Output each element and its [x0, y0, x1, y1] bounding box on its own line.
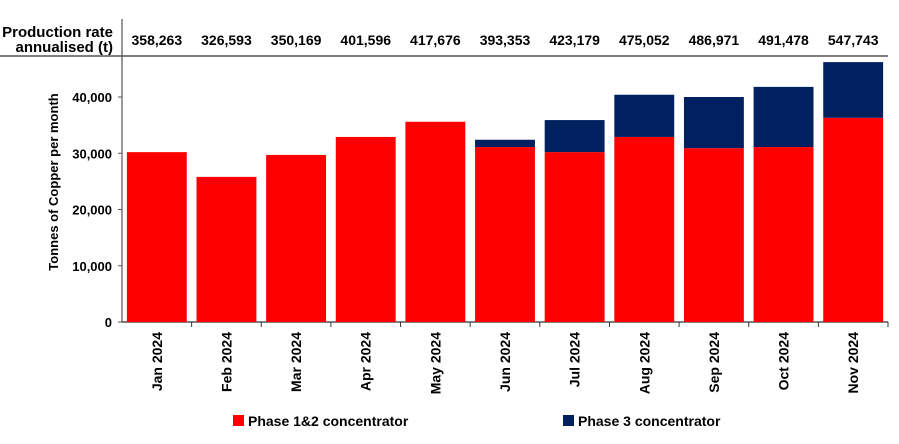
bar-phase12	[544, 152, 605, 322]
x-tick-label: Apr 2024	[358, 332, 374, 391]
bar-phase12	[753, 147, 814, 322]
y-tick-label: 0	[105, 315, 112, 330]
bar-phase12	[475, 147, 535, 322]
x-tick-label: Mar 2024	[288, 332, 304, 392]
x-tick-label: Oct 2024	[776, 332, 792, 391]
header-rate-value: 547,743	[828, 32, 879, 48]
x-tick-label: Aug 2024	[636, 332, 652, 394]
bar-phase3	[753, 86, 814, 148]
bar-phase12	[335, 136, 396, 322]
y-tick-label: 20,000	[72, 203, 112, 218]
x-tick-label: Feb 2024	[218, 332, 234, 392]
header-rate-value: 326,593	[201, 32, 252, 48]
legend: Phase 1&2 concentrator Phase 3 concentra…	[233, 413, 721, 429]
y-axis-title: Tonnes of Copper per month	[46, 93, 61, 270]
header-rate-value: 423,179	[549, 32, 600, 48]
x-tick-label: May 2024	[427, 332, 443, 394]
header-label-line1: Production rate	[2, 24, 113, 41]
bar-phase3	[475, 139, 535, 148]
legend-swatch-phase12	[233, 415, 244, 426]
bar-phase12	[614, 136, 675, 322]
bar-phase3	[823, 62, 884, 118]
header-rate-value: 475,052	[619, 32, 670, 48]
bar-phase3	[544, 120, 605, 153]
y-tick-label: 10,000	[72, 259, 112, 274]
bar-phase12	[405, 121, 466, 322]
bar-phase12	[126, 152, 187, 322]
header-rate-value: 358,263	[132, 32, 183, 48]
bar-phase12	[266, 154, 327, 322]
y-tick-label: 30,000	[72, 146, 112, 161]
y-tick-label: 40,000	[72, 90, 112, 105]
header-rate-value: 486,971	[689, 32, 740, 48]
bar-phase3	[614, 94, 675, 137]
header-rate-value: 350,169	[271, 32, 322, 48]
x-tick-label: Jan 2024	[149, 332, 165, 391]
bar-phase12	[683, 148, 744, 322]
header-rate-value: 393,353	[480, 32, 531, 48]
bar-phase3	[683, 97, 744, 149]
x-tick-label: Sep 2024	[706, 332, 722, 393]
legend-label-phase12: Phase 1&2 concentrator	[248, 413, 409, 429]
legend-label-phase3: Phase 3 concentrator	[578, 413, 721, 429]
header-label-line2: annualised (t)	[15, 39, 113, 56]
x-tick-label: Jul 2024	[567, 332, 583, 387]
bar-phase12	[823, 117, 884, 322]
header-rate-value: 401,596	[340, 32, 391, 48]
header-rate-value: 417,676	[410, 32, 461, 48]
x-tick-label: Jun 2024	[497, 332, 513, 392]
legend-swatch-phase3	[563, 415, 574, 426]
bar-phase12	[196, 176, 257, 322]
header-rate-value: 491,478	[758, 32, 809, 48]
x-tick-label: Nov 2024	[845, 332, 861, 394]
